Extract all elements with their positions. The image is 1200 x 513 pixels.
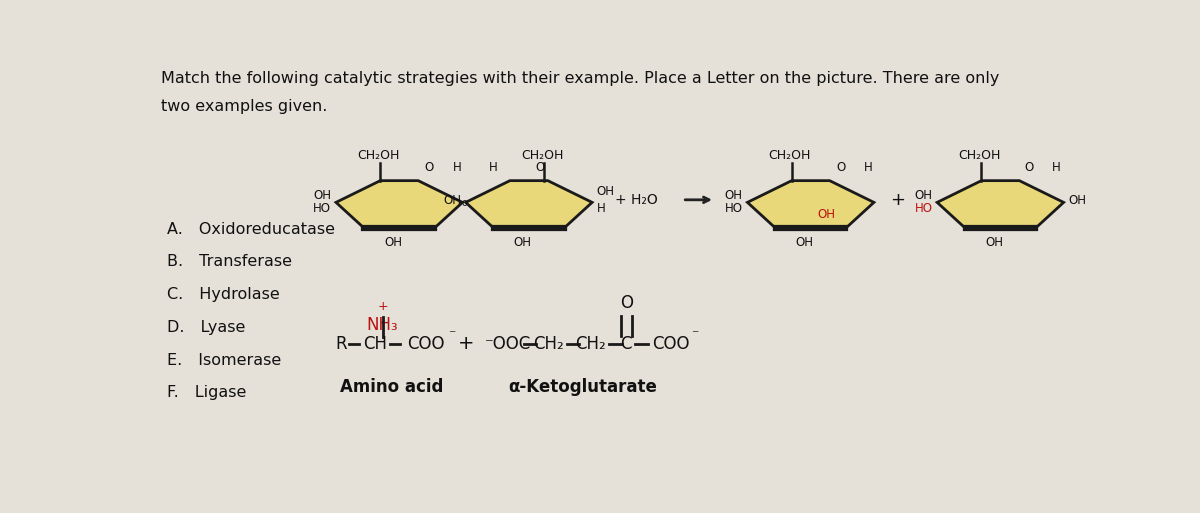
Text: +: + xyxy=(377,300,388,313)
Text: o: o xyxy=(461,199,467,208)
Text: CH: CH xyxy=(364,335,388,353)
Text: OH: OH xyxy=(796,235,814,249)
Text: OH: OH xyxy=(514,235,532,249)
Text: C: C xyxy=(620,335,632,353)
Text: E. Isomerase: E. Isomerase xyxy=(167,352,281,368)
Text: O: O xyxy=(425,161,434,173)
Text: O: O xyxy=(1024,161,1033,173)
Text: HO: HO xyxy=(725,202,743,214)
Text: D. Lyase: D. Lyase xyxy=(167,320,245,335)
Text: H: H xyxy=(488,161,498,173)
Text: A. Oxidoreducatase: A. Oxidoreducatase xyxy=(167,222,335,236)
Text: COO: COO xyxy=(408,335,445,353)
Text: OH: OH xyxy=(443,194,461,207)
Text: H: H xyxy=(452,161,462,173)
Text: OH: OH xyxy=(384,235,402,249)
Text: O: O xyxy=(535,161,545,173)
Text: OH: OH xyxy=(725,189,743,202)
Polygon shape xyxy=(937,181,1063,228)
Text: R: R xyxy=(336,335,347,353)
Text: B. Transferase: B. Transferase xyxy=(167,254,292,269)
Text: CH₂OH: CH₂OH xyxy=(769,149,811,162)
Polygon shape xyxy=(748,181,874,228)
Text: CH₂: CH₂ xyxy=(576,335,606,353)
Text: F. Ligase: F. Ligase xyxy=(167,385,246,401)
Text: H: H xyxy=(596,202,606,214)
Text: Amino acid: Amino acid xyxy=(340,378,444,396)
Text: OH: OH xyxy=(985,235,1003,249)
Text: OH: OH xyxy=(1068,194,1086,207)
Text: COO: COO xyxy=(652,335,690,353)
Text: ⁻: ⁻ xyxy=(448,328,455,342)
Text: CH₂OH: CH₂OH xyxy=(959,149,1001,162)
Text: ⁻: ⁻ xyxy=(691,328,698,342)
Text: two examples given.: two examples given. xyxy=(161,99,328,114)
Text: C. Hydrolase: C. Hydrolase xyxy=(167,287,280,302)
Text: OH: OH xyxy=(596,185,614,198)
Text: HO: HO xyxy=(914,202,932,214)
Text: α-Ketoglutarate: α-Ketoglutarate xyxy=(508,378,656,396)
Text: O: O xyxy=(619,294,632,312)
Text: H: H xyxy=(1052,161,1061,173)
Text: NH₃: NH₃ xyxy=(367,315,398,333)
Text: OH: OH xyxy=(313,189,331,202)
Text: OH: OH xyxy=(817,208,835,221)
Text: + H₂O: + H₂O xyxy=(616,193,658,207)
Text: +: + xyxy=(458,334,474,353)
Text: Match the following catalytic strategies with their example. Place a Letter on t: Match the following catalytic strategies… xyxy=(161,71,1000,86)
Text: CH₂OH: CH₂OH xyxy=(521,149,564,162)
Text: +: + xyxy=(889,191,905,209)
Text: HO: HO xyxy=(313,202,331,214)
Text: ⁻OOC: ⁻OOC xyxy=(485,335,532,353)
Polygon shape xyxy=(466,181,592,228)
Text: CH₂OH: CH₂OH xyxy=(358,149,400,162)
Text: CH₂: CH₂ xyxy=(533,335,564,353)
Text: OH: OH xyxy=(914,189,932,202)
Text: O: O xyxy=(836,161,846,173)
Text: H: H xyxy=(864,161,874,173)
Polygon shape xyxy=(336,181,462,228)
